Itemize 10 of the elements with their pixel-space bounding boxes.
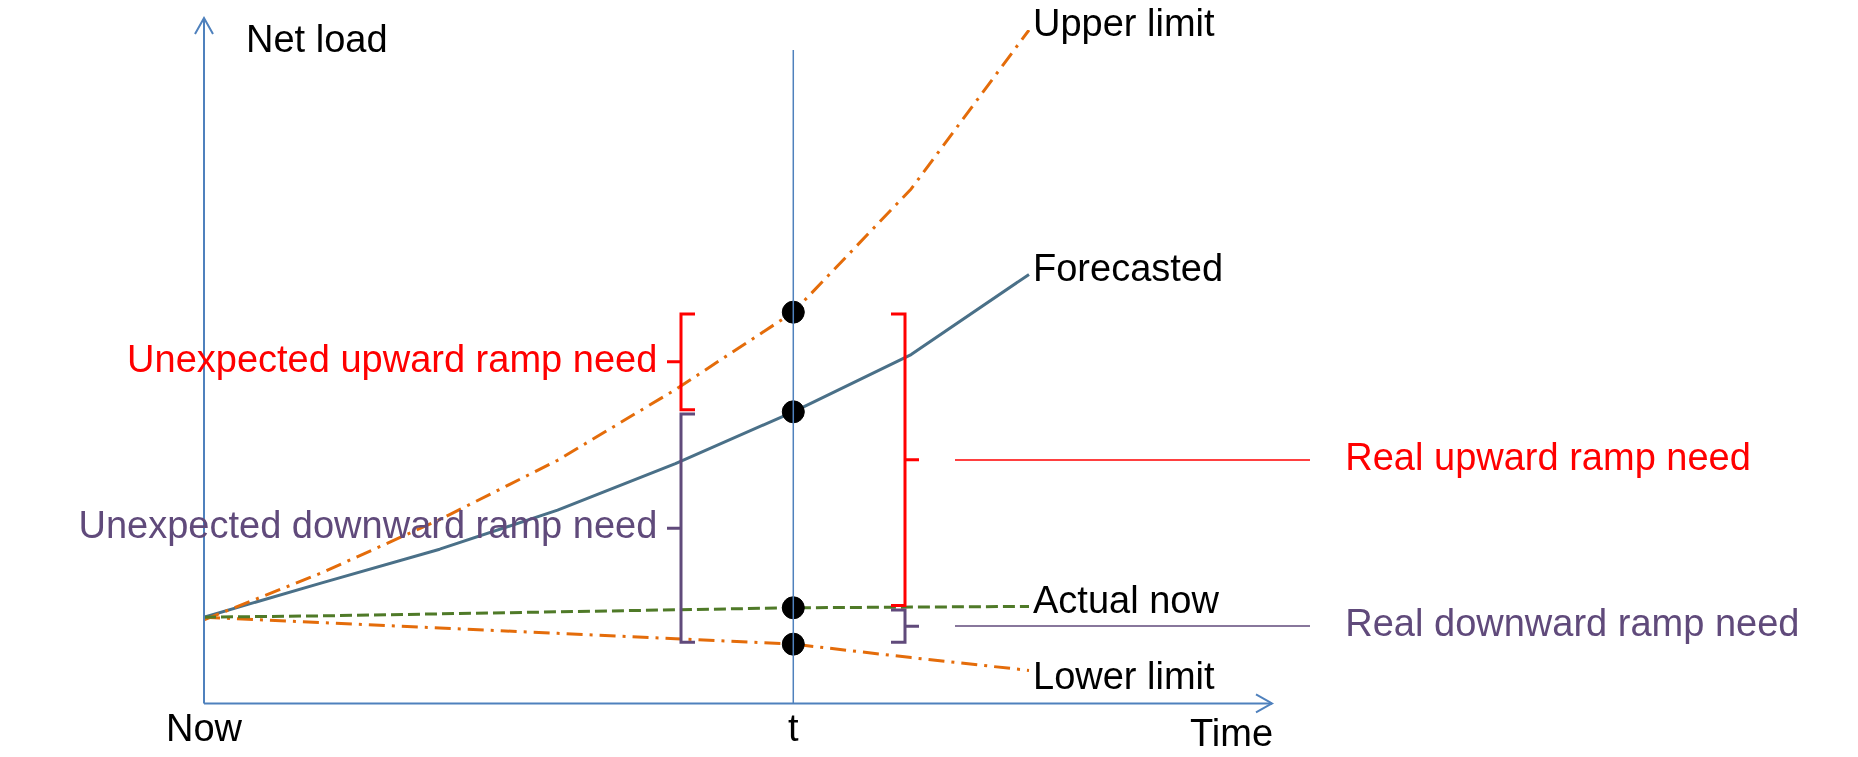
y-axis-title: Net load	[246, 18, 388, 61]
series-label: Actual now	[1033, 578, 1220, 621]
series-label: Upper limit	[1033, 2, 1216, 45]
x-tick-label: Now	[165, 706, 243, 749]
series-label: Forecasted	[1033, 246, 1224, 289]
text: Real upward ramp need	[1345, 436, 1751, 479]
series-label: Lower limit	[1033, 654, 1216, 697]
x-tick-label: t	[788, 706, 799, 749]
text: Real downward ramp need	[1345, 602, 1800, 645]
x-axis-title: Time	[1190, 712, 1274, 755]
